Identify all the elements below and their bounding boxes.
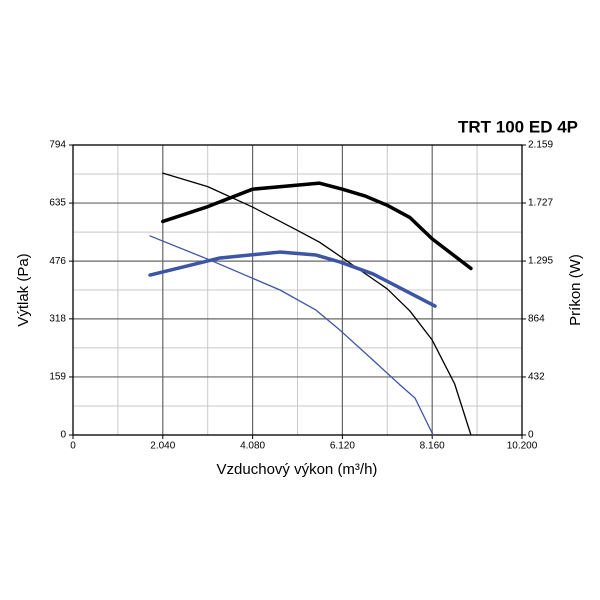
y2-axis-label: Príkon (W) [567, 254, 584, 326]
y2-tick-label: 0 [528, 430, 534, 441]
y-tick-label: 794 [49, 140, 66, 151]
x-tick-label: 6.120 [330, 441, 355, 452]
y-tick-label: 0 [60, 430, 66, 441]
y-tick-label: 476 [49, 256, 66, 267]
y2-tick-label: 864 [528, 314, 545, 325]
plot-frame [72, 144, 523, 436]
curve [148, 250, 437, 308]
y-tick-label: 159 [49, 372, 66, 383]
y2-tick-label: 432 [528, 372, 545, 383]
chart-title: TRT 100 ED 4P [458, 117, 578, 136]
y-axis-label: Výtlak (Pa) [15, 253, 32, 326]
curve [161, 181, 473, 271]
y2-tick-label: 1.727 [528, 198, 553, 209]
y-tick-label: 635 [49, 198, 66, 209]
x-tick-label: 8.160 [420, 441, 445, 452]
y2-tick-label: 2.159 [528, 140, 553, 151]
x-axis-label: Vzduchový výkon (m³/h) [217, 461, 378, 478]
x-tick-label: 4.080 [240, 441, 265, 452]
curve [162, 172, 472, 436]
y-tick-label: 318 [49, 313, 66, 324]
y2-tick-label: 1.295 [528, 256, 553, 267]
x-tick-label: 10.200 [507, 441, 538, 452]
curve [149, 235, 434, 436]
x-tick-label: 2.040 [150, 441, 175, 452]
x-tick-label: 0 [70, 441, 76, 452]
